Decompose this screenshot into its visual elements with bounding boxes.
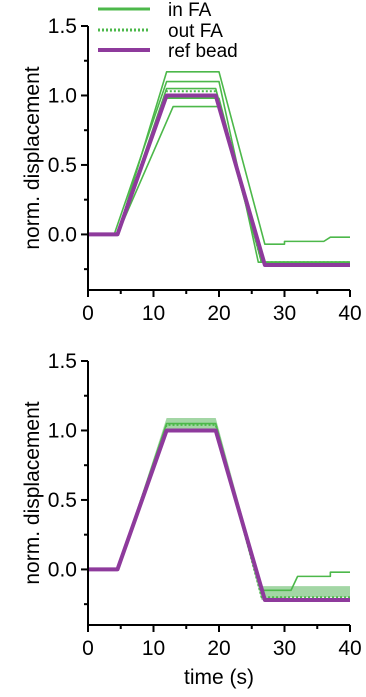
bottom-x-tick-label: 40 [338, 637, 361, 660]
legend-label-out-fa: out FA [168, 21, 223, 42]
legend: in FA out FA ref bead [98, 0, 238, 62]
bottom-y-tick-label: 1.0 [48, 419, 77, 442]
series-line-ref-bead [88, 93, 350, 267]
series-line-out-fa [88, 90, 350, 264]
top-y-axis-title: norm. displacement [21, 66, 44, 249]
bottom-y-tick-label: 0.0 [48, 558, 77, 581]
series-line-ref-bead [88, 428, 350, 602]
bottom-x-tick-label: 0 [82, 637, 94, 660]
bottom-y-tick-label: 1.5 [48, 350, 77, 373]
series-line-in-fa [88, 87, 350, 264]
bottom-x-tick-label: 20 [207, 637, 230, 660]
bottom-y-axis-title: norm. displacement [21, 401, 44, 584]
bottom-x-axis-title: time (s) [184, 666, 254, 689]
bottom-x-tick-label: 30 [273, 637, 296, 660]
top-x-tick-label: 10 [142, 302, 165, 325]
top-x-tick-label: 40 [338, 302, 361, 325]
top-y-tick-label: 1.0 [48, 84, 77, 107]
top-y-tick-label: 0.0 [48, 223, 77, 246]
legend-label-ref-bead: ref bead [168, 41, 238, 62]
bottom-panel: norm. displacement 0.0 0.5 1.0 1.5 0 10 20 30 40… [21, 350, 362, 689]
top-x-tick-label: 0 [82, 302, 94, 325]
top-y-tick-label: 1.5 [48, 15, 77, 38]
top-x-tick-label: 20 [207, 302, 230, 325]
series-line-in-fa [88, 97, 350, 264]
legend-label-in-fa: in FA [168, 0, 212, 21]
bottom-y-tick-label: 0.5 [48, 489, 77, 512]
series-line-out-fa [88, 423, 350, 599]
top-x-tick-label: 30 [273, 302, 296, 325]
series-line-in-fa [88, 105, 350, 264]
bottom-x-tick-label: 10 [142, 637, 165, 660]
top-y-tick-label: 0.5 [48, 154, 77, 177]
top-panel: norm. displacement 0.0 0.5 1.0 1.5 0 10 20 30 40 [21, 15, 362, 325]
